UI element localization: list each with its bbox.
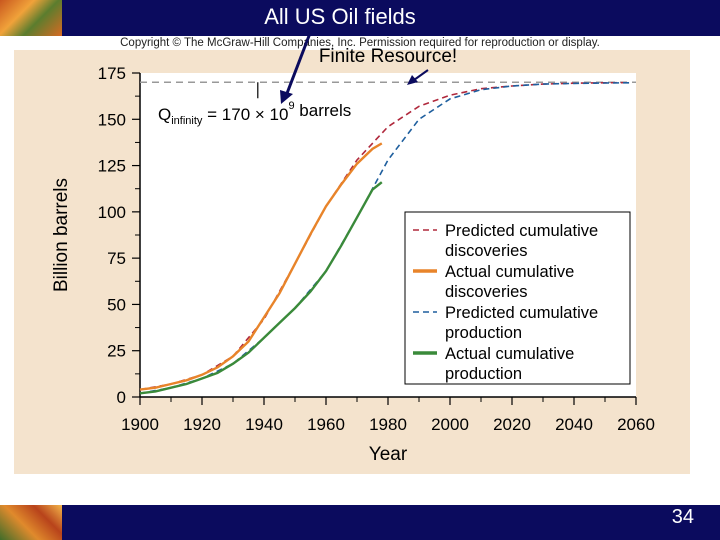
y-tick-label: 150	[98, 110, 126, 129]
series-actual-discoveries	[139, 142, 383, 391]
legend-label: Actual cumulative discoveries	[445, 263, 574, 301]
series-actual-production	[139, 181, 383, 395]
title-arrow	[284, 27, 314, 97]
x-tick-label: 2000	[431, 415, 469, 434]
copyright-notice: Copyright © The McGraw-Hill Companies, I…	[8, 36, 712, 50]
x-tick-label: 1920	[183, 415, 221, 434]
corner-artwork-bottom	[0, 505, 62, 540]
asymptote-label: Qinfinity = 170 × 109 barrels	[158, 100, 351, 127]
x-tick-label: 1980	[369, 415, 407, 434]
x-tick-label: 1960	[307, 415, 345, 434]
y-tick-label: 100	[98, 203, 126, 222]
y-tick-label: 175	[98, 64, 126, 83]
corner-artwork-top	[0, 0, 62, 36]
x-tick-label: 2060	[617, 415, 655, 434]
y-tick-label: 0	[117, 388, 126, 407]
top-bar	[0, 0, 720, 36]
slide-title: All US Oil fields	[264, 4, 416, 29]
x-tick-label: 1900	[121, 415, 159, 434]
x-axis-label: Year	[369, 444, 408, 465]
annotation-arrowhead	[407, 75, 418, 85]
series-predicted-production	[139, 82, 630, 395]
x-tick-label: 2040	[555, 415, 593, 434]
legend-label: Predicted cumulative discoveries	[445, 222, 598, 260]
x-tick-label: 2020	[493, 415, 531, 434]
y-axis-label: Billion barrels	[51, 178, 72, 292]
legend-label: Actual cumulative production	[445, 345, 574, 383]
bottom-bar	[0, 505, 720, 540]
annotation-arrow	[413, 69, 429, 81]
x-tick-label: 1940	[245, 415, 283, 434]
title-arrowhead	[280, 90, 293, 104]
y-tick-label: 125	[98, 157, 126, 176]
y-tick-label: 25	[107, 342, 126, 361]
legend-label: Predicted cumulative production	[445, 304, 598, 342]
page-number: 34	[671, 506, 694, 528]
y-tick-label: 50	[107, 295, 126, 314]
legend-box	[404, 211, 631, 385]
y-tick-label: 75	[107, 249, 126, 268]
finite-resource-annotation: Finite Resource!	[318, 46, 458, 67]
